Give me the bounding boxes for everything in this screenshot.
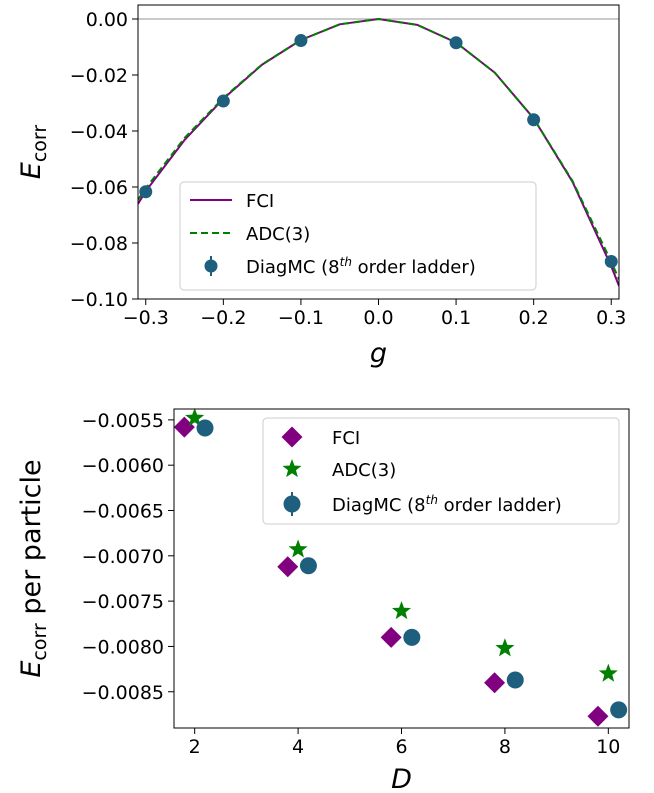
legend-label: FCI [246, 191, 274, 212]
y-tick-label: −0.04 [70, 121, 128, 143]
diagmc-point [506, 671, 524, 689]
plot-area [173, 408, 628, 727]
y-label-main: E [16, 162, 47, 179]
y-tick-label: −0.02 [70, 65, 128, 87]
y-label-suffix: per particle [16, 459, 47, 623]
y-tick-label: 0.00 [86, 9, 128, 31]
legend-label-superscript: th [340, 255, 352, 269]
x-tick-label: 10 [596, 736, 620, 758]
legend-box [262, 417, 620, 525]
x-axis-label: g [370, 338, 387, 369]
adc3-point [391, 601, 412, 620]
x-tick-label: 0.3 [596, 307, 626, 329]
legend-swatch-adc3 [282, 459, 302, 478]
x-tick-label: −0.2 [200, 307, 246, 329]
legend: FCI ADC(3) DiagMC (8th order ladder) [179, 181, 537, 291]
diagmc-point [610, 701, 628, 719]
y-axis-label: Ecorr [16, 125, 51, 180]
adc3-point [288, 539, 308, 558]
bottom-panel: 2 4 6 8 10 −0.0055 −0.0060 −0.0065 −0.0070 −0.007… [16, 408, 630, 793]
legend-label: DiagMC (8th order ladder) [332, 493, 562, 516]
diagmc-point [449, 36, 463, 50]
legend-label-part: order ladder) [352, 257, 476, 278]
y-tick-label: −0.0075 [82, 591, 164, 613]
legend-swatch-fci [281, 426, 303, 448]
diagmc-point [139, 185, 153, 199]
y-tick-label: −0.0065 [82, 501, 164, 523]
legend-label: ADC(3) [332, 460, 396, 481]
fci-point [380, 626, 402, 648]
diagmc-point [527, 113, 541, 127]
y-tick-label: −0.06 [70, 177, 128, 199]
diagmc-point [403, 628, 421, 646]
top-panel: −0.3 −0.2 −0.1 0.0 0.1 0.2 0.3 0.00 −0.02 −0.04 −0… [16, 4, 626, 369]
y-tick-label: −0.10 [70, 289, 128, 311]
legend-box [179, 181, 537, 291]
diagmc-point [216, 94, 230, 108]
y-tick-label: −0.0070 [82, 546, 164, 568]
x-tick-label: 8 [499, 736, 511, 758]
y-tick-label: −0.08 [70, 233, 128, 255]
y-tick-label: −0.0080 [82, 636, 164, 658]
x-tick-label: 0.1 [441, 307, 471, 329]
fci-point [484, 672, 506, 694]
diagmc-point [196, 419, 214, 437]
fci-point [173, 416, 195, 438]
x-tick-label: −0.3 [123, 307, 169, 329]
adc3-point [598, 663, 618, 682]
x-tick-label: 0.0 [363, 307, 393, 329]
adc3-point [495, 638, 515, 657]
legend-label-part: DiagMC (8 [332, 495, 426, 516]
y-label-main: E [16, 661, 47, 678]
legend-label: ADC(3) [246, 224, 310, 245]
legend-label: FCI [332, 428, 360, 449]
y-label-subscript: corr [29, 623, 51, 661]
y-tick-label: −0.0055 [82, 410, 164, 432]
legend-swatch-diagmc [283, 495, 301, 513]
y-tick-label: −0.0060 [82, 455, 164, 477]
x-tick-label: −0.1 [278, 307, 324, 329]
x-tick-label: 0.2 [519, 307, 549, 329]
legend-label-superscript: th [426, 493, 438, 507]
y-label-subscript: corr [29, 125, 51, 163]
x-tick-label: 6 [395, 736, 407, 758]
fci-point [587, 705, 609, 727]
diagmc-point [604, 254, 618, 268]
fci-point [277, 556, 299, 578]
diagmc-point [294, 34, 308, 48]
legend-label-part: order ladder) [438, 495, 562, 516]
legend: FCI ADC(3) DiagMC (8th order ladder) [262, 417, 620, 525]
x-tick-label: 2 [189, 736, 201, 758]
y-axis-label: Ecorr per particle [16, 459, 51, 677]
legend-label: DiagMC (8th order ladder) [246, 255, 476, 278]
y-tick-label: −0.0085 [82, 682, 164, 704]
adc3-point [185, 408, 205, 427]
x-axis-label: D [391, 764, 412, 793]
series-line-adc3 [138, 18, 619, 280]
x-tick-label: 4 [292, 736, 304, 758]
plot-area [138, 18, 619, 287]
legend-swatch-diagmc [204, 259, 218, 273]
legend-label-part: DiagMC (8 [246, 257, 340, 278]
diagmc-point [299, 557, 317, 575]
